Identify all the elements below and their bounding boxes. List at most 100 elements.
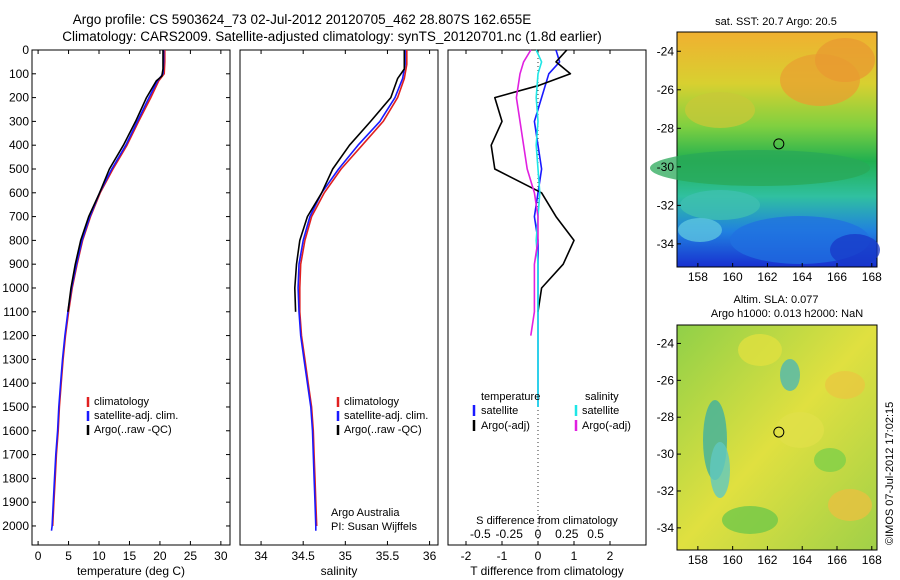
x-tick-label: 5	[65, 549, 72, 563]
lon-tick-label: 166	[827, 270, 847, 284]
sst-map-patterns	[650, 38, 880, 266]
sla-field-patch	[738, 334, 782, 366]
y-tick-label: 1700	[2, 448, 29, 462]
y-tick-label: 1200	[2, 329, 29, 343]
salinity-axes-frame	[239, 49, 439, 546]
sla-map-ticks: 158 160 162 164 166 168 -24 -26 -28 -30 -32 -34	[657, 336, 882, 567]
lat-tick-label: -32	[657, 484, 675, 498]
lon-tick-label: 168	[862, 270, 882, 284]
x-tick-label: 34.5	[292, 549, 316, 563]
figure-title-line2: Climatology: CARS2009. Satellite-adjuste…	[62, 29, 602, 44]
difference-legend: temperature salinity satellite Argo(-adj…	[472, 391, 631, 432]
legend-label-climatology: climatology	[344, 396, 400, 408]
temperature-axes-frame	[31, 49, 231, 546]
y-tick-label: 1600	[2, 424, 29, 438]
series-line	[50, 50, 165, 531]
salinity-panel: 34 34.5 35 35.5 36 climatology satellite-adj…	[239, 49, 439, 578]
x-tick-label: 1	[571, 549, 578, 563]
lat-tick-label: -30	[657, 447, 675, 461]
lat-tick-label: -34	[657, 521, 675, 535]
sst-field-patch	[650, 150, 870, 186]
legend-label-satellite: satellite-adj. clim.	[344, 410, 428, 422]
temperature-panel: 0100200300400500600700800900100011001200…	[2, 43, 231, 578]
y-tick-label: 200	[9, 91, 29, 105]
x-tick-label: -2	[461, 549, 472, 563]
x-tick-label: 35	[339, 549, 353, 563]
y-tick-label: 900	[9, 257, 29, 271]
x-tick-label: -1	[497, 549, 508, 563]
temperature-series	[50, 50, 166, 531]
salinity-x-label: salinity	[321, 564, 358, 578]
sst-map: sat. SST: 20.7 Argo: 20.5 158 160 162 164 16…	[650, 16, 882, 284]
sst-field-patch	[830, 234, 880, 266]
sla-field-patch	[814, 448, 846, 472]
y-tick-label: 1000	[2, 281, 29, 295]
legend-label-satellite: satellite-adj. clim.	[94, 410, 178, 422]
figure-title-line1: Argo profile: CS 5903624_73 02-Jul-2012 …	[73, 12, 532, 27]
legend-label-climatology: climatology	[94, 396, 150, 408]
s-difference-label: S difference from climatology	[476, 515, 618, 527]
sst-field-patch	[685, 92, 755, 128]
sla-profile-marker	[773, 426, 785, 438]
lon-tick-label: 166	[827, 553, 847, 567]
sst-profile-marker	[773, 138, 785, 150]
y-tick-label: 300	[9, 114, 29, 128]
sla-map: Altim. SLA: 0.077 Argo h1000: 0.013 h200…	[657, 294, 882, 567]
difference-axes-frame	[447, 49, 647, 546]
x-tick-label: 25	[184, 549, 198, 563]
sla-field-patch	[780, 359, 800, 391]
y-tick-label: 1900	[2, 495, 29, 509]
secondary-x-tick-label: 0.5	[587, 527, 604, 541]
series-line	[490, 49, 575, 312]
lon-tick-label: 164	[792, 553, 812, 567]
y-tick-label: 400	[9, 138, 29, 152]
sst-field-patch	[678, 218, 722, 242]
x-tick-label: 0	[35, 549, 42, 563]
legend-heading-temperature: temperature	[481, 391, 540, 403]
lon-tick-label: 168	[862, 553, 882, 567]
x-tick-label: 30	[214, 549, 228, 563]
y-tick-label: 2000	[2, 519, 29, 533]
y-tick-label: 700	[9, 210, 29, 224]
x-tick-label: 0	[535, 549, 542, 563]
y-tick-label: 600	[9, 186, 29, 200]
x-tick-label: 15	[123, 549, 137, 563]
lon-tick-label: 158	[688, 270, 708, 284]
legend-label-argo: Argo(..raw -QC)	[94, 424, 172, 436]
difference-series	[490, 49, 575, 407]
lat-tick-label: -24	[657, 44, 675, 58]
sla-field-patch	[776, 412, 824, 448]
sla-field-patch	[722, 506, 778, 534]
lat-tick-label: -26	[657, 83, 675, 97]
secondary-x-tick-label: 0.25	[555, 527, 579, 541]
series-line	[293, 50, 406, 312]
sla-field-patch	[710, 442, 730, 498]
temperature-y-ticks: 0 100 200 300 400 500 600 700 800 900 1000 1100 1200…	[2, 43, 230, 533]
y-tick-label: 1800	[2, 471, 29, 485]
lon-tick-label: 164	[792, 270, 812, 284]
y-tick-label: 1100	[3, 305, 29, 319]
legend-label-argo: Argo(..raw -QC)	[344, 424, 422, 436]
lat-tick-label: -30	[657, 160, 675, 174]
salinity-series	[293, 50, 408, 531]
annotation-pi-name: PI: Susan Wijffels	[331, 521, 417, 533]
y-tick-label: 0	[22, 43, 29, 57]
legend-label-s-argo: Argo(-adj)	[582, 420, 631, 432]
lon-tick-label: 158	[688, 553, 708, 567]
sla-map-title-line2: Argo h1000: 0.013 h2000: NaN	[711, 308, 863, 320]
lon-tick-label: 160	[723, 270, 743, 284]
x-tick-label: 34	[254, 549, 268, 563]
y-tick-label: 100	[9, 67, 29, 81]
y-tick-label: 1300	[2, 352, 29, 366]
x-tick-label: 2	[607, 549, 614, 563]
temperature-x-ticks: 0 5 10 15 20 25 30	[35, 50, 228, 563]
series-line	[67, 50, 164, 312]
t-difference-label: T difference from climatology	[470, 564, 624, 578]
y-tick-label: 1400	[2, 376, 29, 390]
imos-credit: ©IMOS 07-Jul-2012 17:02:15	[884, 402, 896, 545]
secondary-x-tick-label: -0.25	[496, 527, 524, 541]
legend-label-t-satellite: satellite	[481, 405, 518, 417]
annotation-argo-australia: Argo Australia	[331, 507, 400, 519]
lat-tick-label: -28	[657, 410, 675, 424]
secondary-x-tick-label: -0.5	[470, 527, 491, 541]
